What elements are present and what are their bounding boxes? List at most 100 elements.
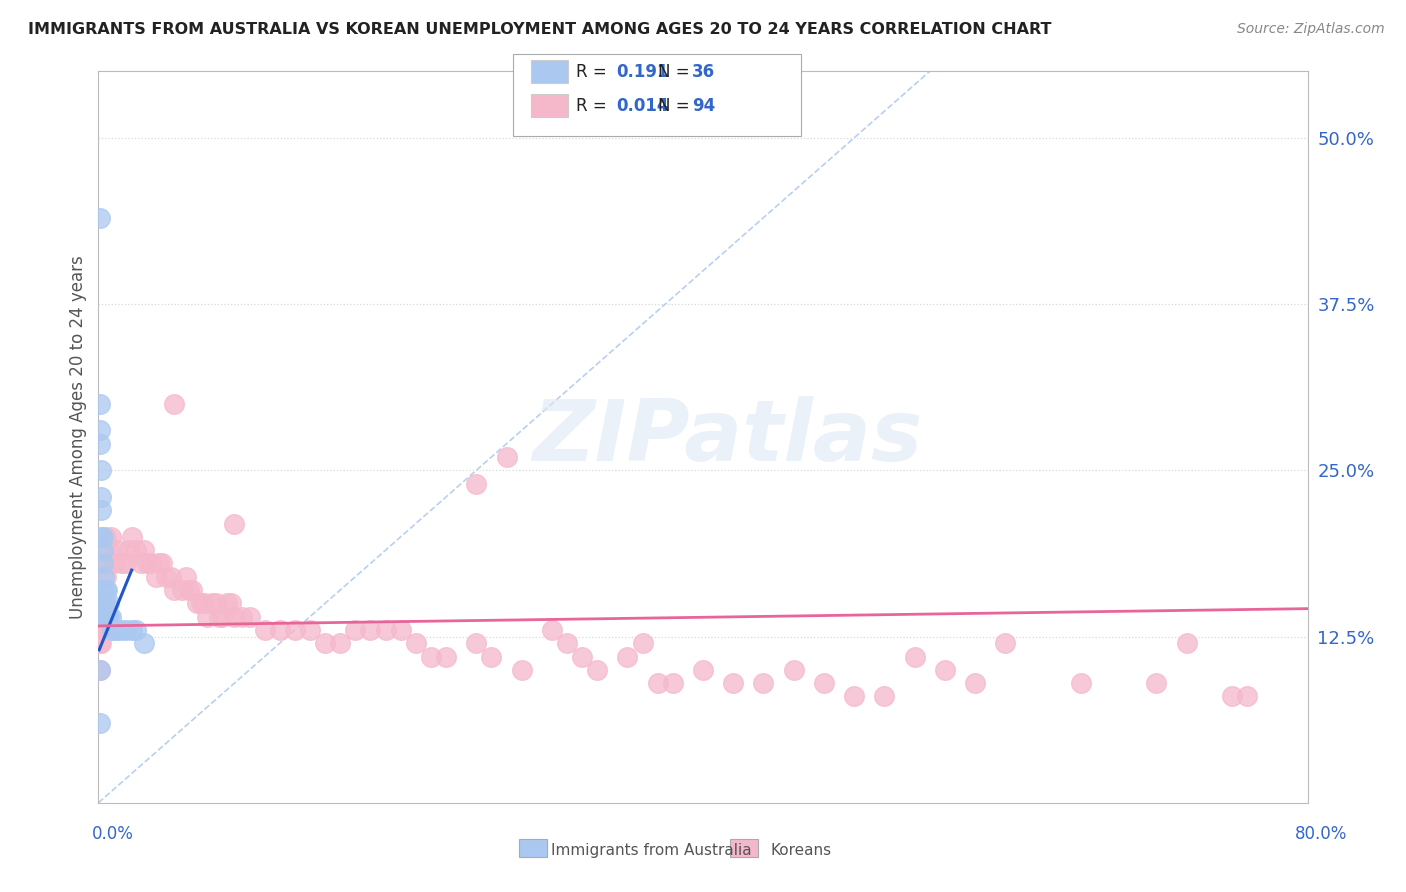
Point bbox=[181, 582, 204, 597]
Point bbox=[90, 503, 112, 517]
Point bbox=[114, 557, 136, 571]
Text: Koreans: Koreans bbox=[770, 843, 831, 857]
Point bbox=[1175, 636, 1198, 650]
Point bbox=[94, 570, 117, 584]
Point bbox=[94, 582, 117, 597]
Point bbox=[813, 676, 835, 690]
Point bbox=[631, 636, 654, 650]
Text: IMMIGRANTS FROM AUSTRALIA VS KOREAN UNEMPLOYMENT AMONG AGES 20 TO 24 YEARS CORRE: IMMIGRANTS FROM AUSTRALIA VS KOREAN UNEM… bbox=[28, 22, 1052, 37]
Point bbox=[91, 557, 114, 571]
Point bbox=[208, 609, 231, 624]
Point bbox=[93, 596, 115, 610]
Text: 94: 94 bbox=[692, 97, 716, 115]
Point bbox=[481, 649, 503, 664]
Point bbox=[360, 623, 382, 637]
Point bbox=[193, 596, 215, 610]
Point bbox=[420, 649, 443, 664]
Text: 0.191: 0.191 bbox=[616, 63, 668, 81]
Point bbox=[284, 623, 307, 637]
Point bbox=[692, 663, 714, 677]
Point bbox=[155, 570, 177, 584]
Point bbox=[231, 609, 253, 624]
Point bbox=[186, 596, 208, 610]
Text: ZIPatlas: ZIPatlas bbox=[531, 395, 922, 479]
Point bbox=[121, 623, 143, 637]
Point bbox=[269, 623, 291, 637]
Point bbox=[89, 636, 111, 650]
Point bbox=[89, 716, 111, 731]
Point bbox=[89, 663, 111, 677]
Point bbox=[904, 649, 927, 664]
Point bbox=[125, 543, 148, 558]
Point bbox=[90, 463, 112, 477]
Point bbox=[160, 570, 183, 584]
Point bbox=[211, 609, 233, 624]
Point bbox=[91, 623, 114, 637]
Text: 80.0%: 80.0% bbox=[1295, 825, 1347, 843]
Point bbox=[1144, 676, 1167, 690]
Point bbox=[94, 596, 117, 610]
Point bbox=[90, 623, 112, 637]
Point bbox=[101, 623, 124, 637]
Point bbox=[190, 596, 212, 610]
Point bbox=[90, 636, 112, 650]
Point bbox=[571, 649, 593, 664]
Point bbox=[98, 596, 121, 610]
Point bbox=[94, 530, 117, 544]
Text: R =: R = bbox=[576, 97, 613, 115]
Text: 0.014: 0.014 bbox=[616, 97, 668, 115]
Point bbox=[965, 676, 987, 690]
Text: Immigrants from Australia: Immigrants from Australia bbox=[551, 843, 752, 857]
Point bbox=[434, 649, 457, 664]
Point bbox=[96, 557, 118, 571]
Point bbox=[141, 557, 163, 571]
Point bbox=[195, 609, 218, 624]
Text: N =: N = bbox=[658, 63, 695, 81]
Point bbox=[89, 397, 111, 411]
Point bbox=[647, 676, 669, 690]
Point bbox=[100, 609, 122, 624]
Point bbox=[90, 609, 112, 624]
Point bbox=[89, 663, 111, 677]
Point bbox=[93, 596, 115, 610]
Point bbox=[174, 570, 197, 584]
Point bbox=[132, 543, 155, 558]
Point bbox=[465, 476, 488, 491]
Point bbox=[91, 596, 114, 610]
Point bbox=[873, 690, 896, 704]
Point bbox=[205, 596, 228, 610]
Text: 36: 36 bbox=[692, 63, 714, 81]
Point bbox=[89, 623, 111, 637]
Point bbox=[510, 663, 533, 677]
Point bbox=[96, 609, 118, 624]
Point bbox=[344, 623, 367, 637]
Point bbox=[555, 636, 578, 650]
Text: R =: R = bbox=[576, 63, 613, 81]
Point bbox=[105, 623, 128, 637]
Point bbox=[221, 596, 243, 610]
Point bbox=[90, 530, 112, 544]
Point bbox=[752, 676, 775, 690]
Point bbox=[163, 397, 186, 411]
Point bbox=[540, 623, 562, 637]
Point bbox=[239, 609, 262, 624]
Point bbox=[93, 609, 115, 624]
Point bbox=[93, 609, 115, 624]
Point bbox=[98, 609, 121, 624]
Point bbox=[89, 436, 111, 450]
Text: N =: N = bbox=[658, 97, 695, 115]
Point bbox=[495, 450, 517, 464]
Point bbox=[110, 557, 132, 571]
Point bbox=[98, 543, 121, 558]
Point bbox=[135, 557, 157, 571]
Point bbox=[145, 570, 167, 584]
Point bbox=[91, 582, 114, 597]
Point bbox=[215, 596, 238, 610]
Point bbox=[723, 676, 745, 690]
Point bbox=[96, 582, 118, 597]
Point bbox=[89, 211, 111, 225]
Point bbox=[389, 623, 412, 637]
Point bbox=[299, 623, 322, 637]
Point bbox=[89, 424, 111, 438]
Point bbox=[179, 582, 201, 597]
